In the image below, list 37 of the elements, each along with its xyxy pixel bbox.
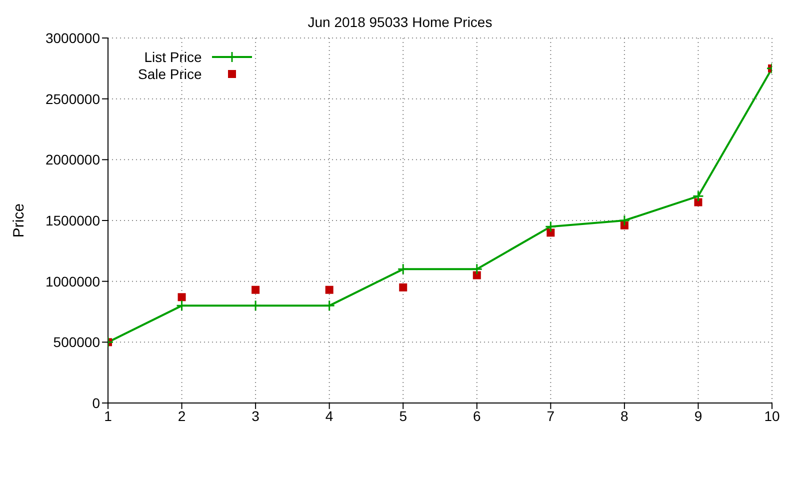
chart-title: Jun 2018 95033 Home Prices xyxy=(306,14,494,30)
x-tick-label: 5 xyxy=(399,408,408,424)
y-tick-label: 2000000 xyxy=(45,152,100,168)
y-tick-label: 1000000 xyxy=(45,273,100,290)
x-tick-label: 4 xyxy=(325,408,334,424)
y-axis-title: Price xyxy=(10,203,28,238)
y-tick-label: 3000000 xyxy=(45,30,100,46)
point xyxy=(399,283,408,292)
y-tick-label: 500000 xyxy=(53,334,100,350)
y-tick-label: 2500000 xyxy=(45,90,100,107)
y-tick-label: 0 xyxy=(92,394,100,411)
x-tick-label: 9 xyxy=(694,408,702,424)
point xyxy=(471,263,483,275)
point xyxy=(694,198,702,206)
point xyxy=(692,190,704,202)
point xyxy=(250,300,262,312)
point xyxy=(546,228,555,237)
x-tick-label: 10 xyxy=(764,408,780,424)
legend-label: List Price xyxy=(144,48,202,64)
point xyxy=(324,300,336,312)
point xyxy=(252,286,260,294)
point xyxy=(176,300,188,312)
point xyxy=(620,221,628,230)
x-tick-label: 7 xyxy=(546,408,555,424)
x-tick-label: 1 xyxy=(104,408,112,424)
point xyxy=(325,286,334,294)
point xyxy=(544,220,556,232)
x-tick-label: 2 xyxy=(178,408,186,424)
y-tick-label: 1500000 xyxy=(45,212,100,228)
point xyxy=(618,214,630,226)
x-tick-label: 6 xyxy=(472,408,481,424)
point xyxy=(178,293,186,302)
point xyxy=(472,271,481,280)
legend-label: Sale Price xyxy=(138,66,202,82)
point xyxy=(397,263,409,275)
x-tick-label: 8 xyxy=(620,408,629,424)
x-tick-label: 3 xyxy=(252,408,260,424)
